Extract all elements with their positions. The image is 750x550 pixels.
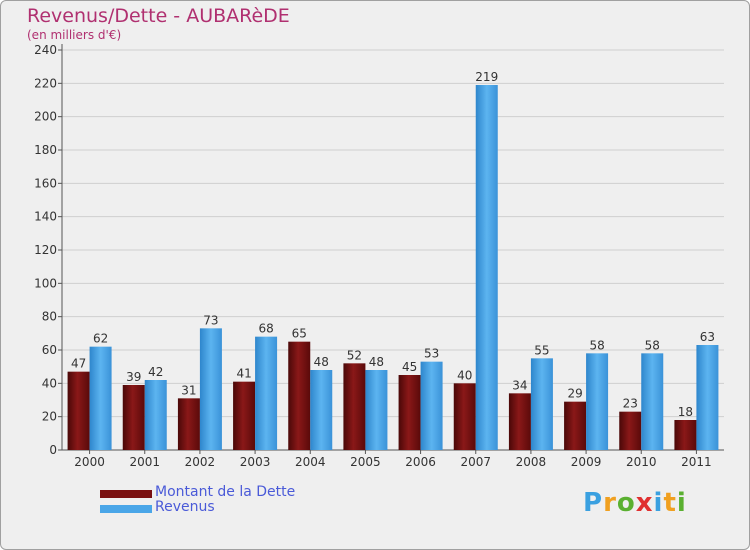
bar-revenue: [475, 85, 498, 450]
data-label-debt: 29: [567, 387, 582, 401]
x-tick-label: 2006: [405, 455, 436, 469]
bar-revenue: [696, 345, 719, 450]
y-tick-label: 160: [34, 176, 57, 190]
chart-subtitle: (en milliers d'€): [27, 28, 122, 42]
x-tick-label: 2005: [350, 455, 381, 469]
bar-debt: [67, 371, 90, 450]
chart-title: Revenus/Dette - AUBARèDE: [27, 5, 290, 27]
logo-letter: o: [616, 488, 636, 518]
y-tick-label: 60: [42, 343, 57, 357]
x-tick-label: 2011: [681, 455, 712, 469]
y-tick-label: 40: [42, 376, 57, 390]
bar-revenue: [530, 358, 553, 450]
legend-label-revenue: Revenus: [155, 499, 215, 515]
data-label-revenue: 73: [203, 313, 218, 327]
data-label-revenue: 42: [148, 365, 163, 379]
bar-revenue: [641, 353, 664, 450]
data-label-debt: 47: [71, 357, 86, 371]
bar-debt: [564, 401, 587, 450]
data-label-revenue: 48: [314, 355, 329, 369]
data-label-debt: 23: [623, 397, 638, 411]
bar-revenue: [199, 328, 222, 450]
data-label-revenue: 53: [424, 347, 439, 361]
bar-revenue: [89, 346, 112, 450]
x-tick-label: 2003: [240, 455, 271, 469]
bar-debt: [619, 411, 642, 450]
bar-revenue: [365, 370, 388, 450]
x-tick-label: 2007: [460, 455, 491, 469]
y-tick-label: 220: [34, 76, 57, 90]
bar-debt: [122, 385, 145, 450]
data-label-debt: 39: [126, 370, 141, 384]
data-label-debt: 34: [512, 378, 527, 392]
x-tick-label: 2009: [571, 455, 602, 469]
data-label-revenue: 68: [258, 322, 273, 336]
bar-revenue: [255, 336, 278, 450]
bar-debt: [508, 393, 531, 450]
bar-debt: [674, 420, 697, 450]
y-tick-label: 140: [34, 210, 57, 224]
data-label-debt: 41: [236, 367, 251, 381]
data-label-revenue: 62: [93, 332, 108, 346]
data-label-debt: 40: [457, 368, 472, 382]
y-tick-label: 0: [49, 443, 57, 457]
logo-letter: x: [635, 488, 654, 518]
x-tick-label: 2001: [129, 455, 160, 469]
bar-debt: [177, 398, 200, 450]
y-tick-label: 240: [34, 43, 57, 57]
bar-revenue: [310, 370, 333, 450]
x-tick-label: 2004: [295, 455, 326, 469]
data-label-revenue: 63: [700, 330, 715, 344]
y-tick-label: 100: [34, 276, 57, 290]
data-label-debt: 18: [678, 405, 693, 419]
y-tick-label: 200: [34, 110, 57, 124]
legend-swatch-revenue: [100, 505, 152, 513]
x-tick-label: 2008: [516, 455, 547, 469]
data-label-debt: 45: [402, 360, 417, 374]
legend-label-debt: Montant de la Dette: [155, 484, 296, 500]
bar-debt: [453, 383, 476, 450]
y-tick-label: 20: [42, 410, 57, 424]
data-label-debt: 52: [347, 348, 362, 362]
data-label-revenue: 48: [369, 355, 384, 369]
data-label-revenue: 58: [645, 338, 660, 352]
data-label-revenue: 55: [534, 343, 549, 357]
bar-revenue: [420, 361, 443, 450]
data-label-revenue: 58: [589, 338, 604, 352]
x-tick-label: 2000: [74, 455, 105, 469]
logo-letter: i: [653, 488, 664, 518]
legend-swatch-debt: [100, 490, 152, 498]
bar-debt: [398, 375, 421, 450]
bar-revenue: [586, 353, 609, 450]
proxiti-logo: Proxiti: [583, 488, 687, 518]
x-tick-label: 2010: [626, 455, 657, 469]
data-label-debt: 65: [292, 327, 307, 341]
bar-debt: [343, 363, 366, 450]
data-label-revenue: 219: [475, 70, 498, 84]
logo-letter: r: [603, 488, 617, 518]
y-tick-label: 80: [42, 310, 57, 324]
bar-debt: [233, 381, 256, 450]
bar-revenue: [144, 380, 167, 450]
y-tick-label: 120: [34, 243, 57, 257]
x-tick-label: 2002: [185, 455, 216, 469]
bar-debt: [288, 341, 311, 450]
logo-letter: t: [663, 488, 677, 518]
logo-letter: P: [583, 488, 604, 518]
data-label-debt: 31: [181, 383, 196, 397]
logo-letter: i: [676, 488, 687, 518]
y-tick-label: 180: [34, 143, 57, 157]
